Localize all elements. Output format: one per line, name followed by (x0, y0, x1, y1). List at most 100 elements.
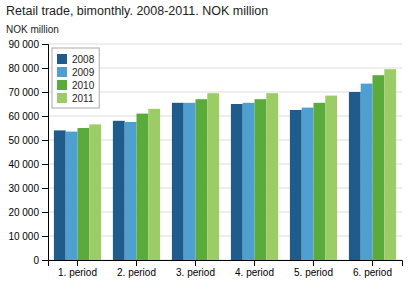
y-tick-mark (42, 188, 48, 189)
bar-series (66, 84, 373, 260)
y-tick-mark (42, 68, 48, 69)
bar (125, 122, 137, 260)
legend-item: 2011 (57, 93, 94, 104)
bar-series (78, 75, 385, 260)
y-tick: 30 000 (8, 183, 48, 194)
chart: 0 10 000 20 000 30 000 40 000 50 000 60 000 70 … (0, 0, 412, 284)
legend-swatch (57, 93, 67, 103)
bar (78, 128, 90, 260)
x-tick: 6. period (353, 260, 392, 278)
x-axis-line (49, 261, 403, 267)
legend: 2008 2009 2010 2011 (52, 48, 99, 108)
bar (113, 121, 125, 260)
y-tick: 40 000 (8, 159, 48, 170)
y-tick-mark (42, 260, 48, 261)
x-tick: 1. period (58, 260, 97, 278)
bar (361, 84, 373, 260)
y-tick: 60 000 (8, 111, 48, 122)
title: Retail trade, bimonthly. 2008-2011. NOK … (6, 4, 268, 18)
y-tick-mark (42, 236, 48, 237)
bar (207, 93, 219, 260)
y-tick: 0 (33, 255, 48, 266)
x-axis: 1. period 2. period 3. period 4. period 5. p… (49, 260, 403, 278)
x-tick-label: 4. period (235, 267, 274, 278)
bar (325, 96, 337, 260)
x-tick: 4. period (235, 260, 274, 278)
legend-item: 2008 (57, 54, 95, 65)
legend-frame (52, 48, 99, 108)
y-tick-mark (42, 164, 48, 165)
bar (314, 103, 326, 260)
x-tick-mark (77, 260, 78, 266)
grid-line (48, 44, 402, 45)
bar (266, 93, 278, 260)
y-tick-label: 80 000 (8, 63, 39, 74)
bar (196, 99, 208, 260)
y-tick: 20 000 (8, 207, 48, 218)
x-tick: 3. period (176, 260, 215, 278)
y-axis-line (42, 45, 49, 261)
bar (89, 124, 101, 260)
bars (54, 69, 396, 260)
x-tick-label: 5. period (294, 267, 333, 278)
x-tick-mark (136, 260, 137, 266)
bar (137, 114, 149, 260)
y-tick: 10 000 (8, 231, 48, 242)
bar (172, 103, 184, 260)
y-tick: 80 000 (8, 63, 48, 74)
y-tick: 50 000 (8, 135, 48, 146)
bar (243, 103, 255, 260)
y-tick-label: 50 000 (8, 135, 39, 146)
y-tick-mark (42, 116, 48, 117)
x-tick-mark (195, 260, 196, 266)
legend-item: 2009 (57, 67, 95, 78)
legend-label: 2010 (72, 80, 95, 91)
x-tick-label: 1. period (58, 267, 97, 278)
y-tick-label: 0 (33, 255, 39, 266)
bar (231, 104, 243, 260)
grid-line (48, 68, 402, 69)
y-tick-mark (42, 92, 48, 93)
bar (302, 108, 314, 260)
y-tick-label: 10 000 (8, 231, 39, 242)
legend-label: 2008 (72, 54, 95, 65)
legend-label: 2009 (72, 67, 95, 78)
x-tick-mark (313, 260, 314, 266)
bar (54, 130, 66, 260)
y-tick-label: 60 000 (8, 111, 39, 122)
bar (290, 110, 302, 260)
legend-swatch (57, 67, 67, 77)
y-tick-mark (42, 44, 48, 45)
y-tick-label: 70 000 (8, 87, 39, 98)
bar (373, 75, 385, 260)
y-tick-label: 20 000 (8, 207, 39, 218)
x-tick-mark (372, 260, 373, 266)
x-tick: 5. period (294, 260, 333, 278)
x-tick-mark (254, 260, 255, 266)
y-tick-label: 90 000 (8, 39, 39, 50)
bar (255, 99, 267, 260)
y-axis: 0 10 000 20 000 30 000 40 000 50 000 60 000 70 … (8, 39, 48, 266)
legend-swatch (57, 80, 67, 90)
legend-label: 2011 (72, 93, 94, 104)
legend-item: 2010 (57, 80, 95, 91)
y-tick-mark (42, 212, 48, 213)
y-tick: 90 000 (8, 39, 48, 50)
bar (184, 103, 196, 260)
bar (384, 69, 396, 260)
y-tick-label: 30 000 (8, 183, 39, 194)
y-axis-title: NOK million (6, 24, 59, 35)
bar (148, 109, 160, 260)
plot-area: 0 10 000 20 000 30 000 40 000 50 000 60 000 70 … (8, 39, 402, 278)
x-tick-label: 2. period (117, 267, 156, 278)
y-tick: 70 000 (8, 87, 48, 98)
grid (48, 44, 402, 260)
x-tick-label: 6. period (353, 267, 392, 278)
x-tick-label: 3. period (176, 267, 215, 278)
bar-series (89, 69, 396, 260)
bar (66, 132, 78, 260)
legend-swatch (57, 54, 67, 64)
x-tick: 2. period (117, 260, 156, 278)
bar-series (54, 92, 361, 260)
y-tick-mark (42, 140, 48, 141)
